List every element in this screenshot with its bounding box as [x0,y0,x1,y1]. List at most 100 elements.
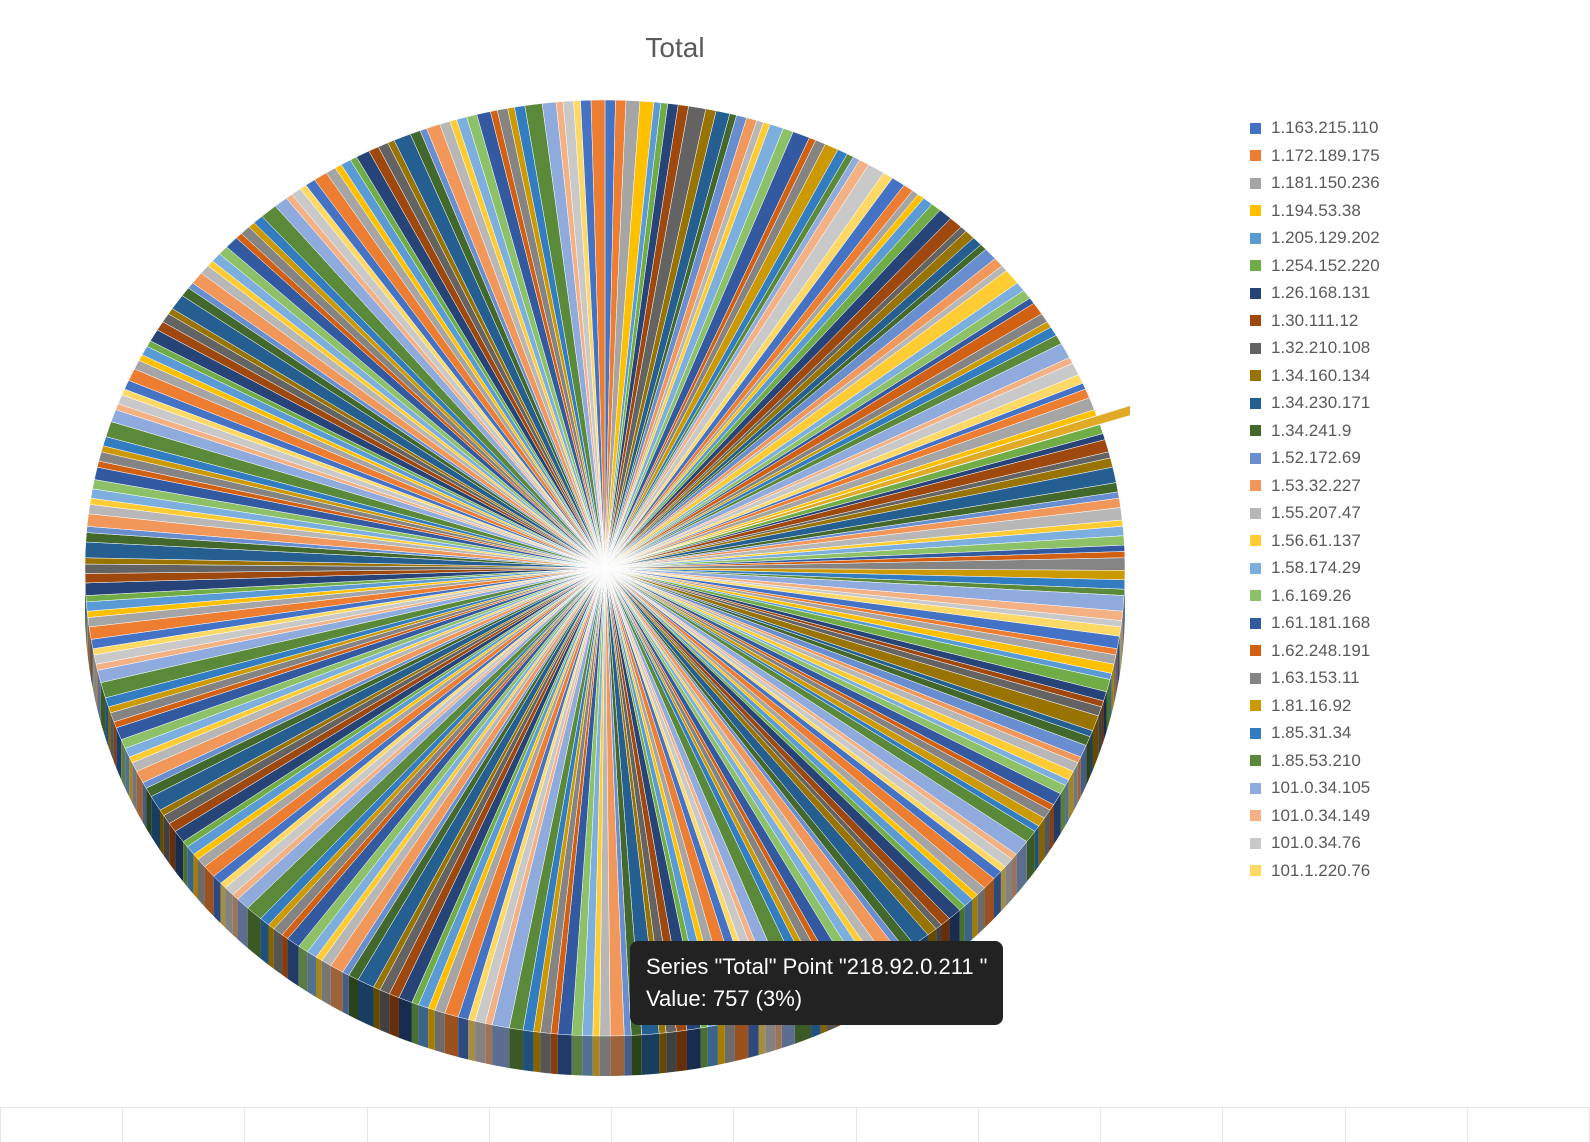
pie-slice-side [114,722,116,768]
pie-slice-side [399,998,412,1043]
pie-slice-side [821,991,827,1034]
legend-item[interactable]: 1.58.174.29 [1250,558,1530,578]
chart-title: Total [0,32,1350,64]
legend-swatch [1250,205,1261,216]
legend-item[interactable]: 101.0.34.149 [1250,806,1530,826]
pie-slice-side [972,895,977,939]
pie-slice-side [198,859,205,906]
pie-slice-side [307,952,316,997]
pie-slice-side [977,888,984,935]
legend-swatch [1250,233,1261,244]
legend-label: 1.32.210.108 [1271,338,1370,358]
pie-slice-side [183,842,187,887]
spreadsheet-cell[interactable] [1346,1107,1468,1142]
legend-item[interactable]: 1.181.150.236 [1250,173,1530,193]
pie-slice-side [299,946,308,991]
legend-item[interactable]: 1.254.152.220 [1250,256,1530,276]
spreadsheet-cell[interactable] [734,1107,856,1142]
pie-svg [80,78,1130,1088]
spreadsheet-cell[interactable] [0,1107,123,1142]
legend-label: 1.34.230.171 [1271,393,1370,413]
spreadsheet-cell[interactable] [490,1107,612,1142]
legend-item[interactable]: 1.61.181.168 [1250,613,1530,633]
spreadsheet-cell[interactable] [857,1107,979,1142]
legend-item[interactable]: 1.34.230.171 [1250,393,1530,413]
legend-item[interactable]: 1.85.53.210 [1250,751,1530,771]
pie-slice-side [358,980,374,1027]
legend-label: 101.1.220.76 [1271,861,1370,881]
legend-item[interactable]: 1.62.248.191 [1250,641,1530,661]
legend-swatch [1250,343,1261,354]
pie-slice-side [93,649,94,695]
legend-swatch [1250,535,1261,546]
pie-slice-side [600,1036,611,1076]
pie-slice-side [748,1015,758,1058]
legend-item[interactable]: 1.34.160.134 [1250,366,1530,386]
pie-slice-side [624,1035,631,1075]
pie-slice-side [836,984,842,1027]
legend-item[interactable]: 1.81.16.92 [1250,696,1530,716]
pie-slice-side [677,1030,687,1071]
pie-slice-side [855,974,864,1019]
pie-slice-side [928,929,936,975]
pie-slice-side [593,1036,600,1076]
legend-label: 1.63.153.11 [1271,668,1360,688]
legend-item[interactable]: 1.163.215.110 [1250,118,1530,138]
pie-slice-side [551,1033,558,1074]
legend-label: 1.205.129.202 [1271,228,1380,248]
pie-slice-side [582,1036,592,1076]
spreadsheet-cell[interactable] [1223,1107,1345,1142]
legend-item[interactable]: 1.85.31.34 [1250,723,1530,743]
legend-item[interactable]: 1.55.207.47 [1250,503,1530,523]
legend-label: 1.34.160.134 [1271,366,1370,386]
legend-item[interactable]: 1.32.210.108 [1250,338,1530,358]
spreadsheet-cell[interactable] [123,1107,245,1142]
pie-slice-side [475,1021,485,1063]
legend-item[interactable]: 1.34.241.9 [1250,421,1530,441]
legend-item[interactable]: 1.6.169.26 [1250,586,1530,606]
legend-item[interactable]: 1.26.168.131 [1250,283,1530,303]
legend-swatch [1250,260,1261,271]
legend-item[interactable]: 101.1.220.76 [1250,861,1530,881]
legend-swatch [1250,838,1261,849]
legend-label: 1.163.215.110 [1271,118,1378,138]
pie-slice-side [160,810,164,855]
legend-label: 101.0.34.105 [1271,778,1370,798]
legend-item[interactable]: 1.52.172.69 [1250,448,1530,468]
legend-item[interactable]: 1.205.129.202 [1250,228,1530,248]
pie-slice-side [1102,701,1104,747]
pie-slice-side [765,1010,775,1053]
pie-slice-side [1005,859,1012,906]
pie-slice-side [412,1003,419,1045]
legend: 1.163.215.110 1.172.189.175 1.181.150.236 1… [1250,118,1530,888]
legend-item[interactable]: 1.56.61.137 [1250,531,1530,551]
legend-label: 1.56.61.137 [1271,531,1361,551]
legend-swatch [1250,370,1261,381]
legend-item[interactable]: 1.194.53.38 [1250,201,1530,221]
legend-item[interactable]: 101.0.34.105 [1250,778,1530,798]
legend-item[interactable]: 1.63.153.11 [1250,668,1530,688]
legend-item[interactable]: 101.0.34.76 [1250,833,1530,853]
pie-slice-side [129,757,132,803]
spreadsheet-cell[interactable] [368,1107,490,1142]
pie-slice-side [389,994,399,1038]
spreadsheet-cell[interactable] [1468,1107,1590,1142]
legend-label: 1.26.168.131 [1271,283,1370,303]
legend-item[interactable]: 1.172.189.175 [1250,146,1530,166]
pie-chart[interactable] [80,78,1130,1088]
spreadsheet-cell[interactable] [245,1107,367,1142]
pie-slice-side [558,1034,572,1075]
pie-slice-side [428,1008,435,1050]
spreadsheet-cell[interactable] [612,1107,734,1142]
pie-slice-side [1078,757,1081,803]
pie-slice-side [169,823,175,871]
legend-item[interactable]: 1.53.32.227 [1250,476,1530,496]
pie-slice-side [288,939,299,987]
pie-slice-side [274,929,282,975]
spreadsheet-cell[interactable] [1101,1107,1223,1142]
pie-slice-side [509,1028,523,1070]
pie-slice-side [572,1035,582,1076]
legend-item[interactable]: 1.30.111.12 [1250,311,1530,331]
spreadsheet-cell[interactable] [979,1107,1101,1142]
pie-slice-side [610,1036,624,1076]
